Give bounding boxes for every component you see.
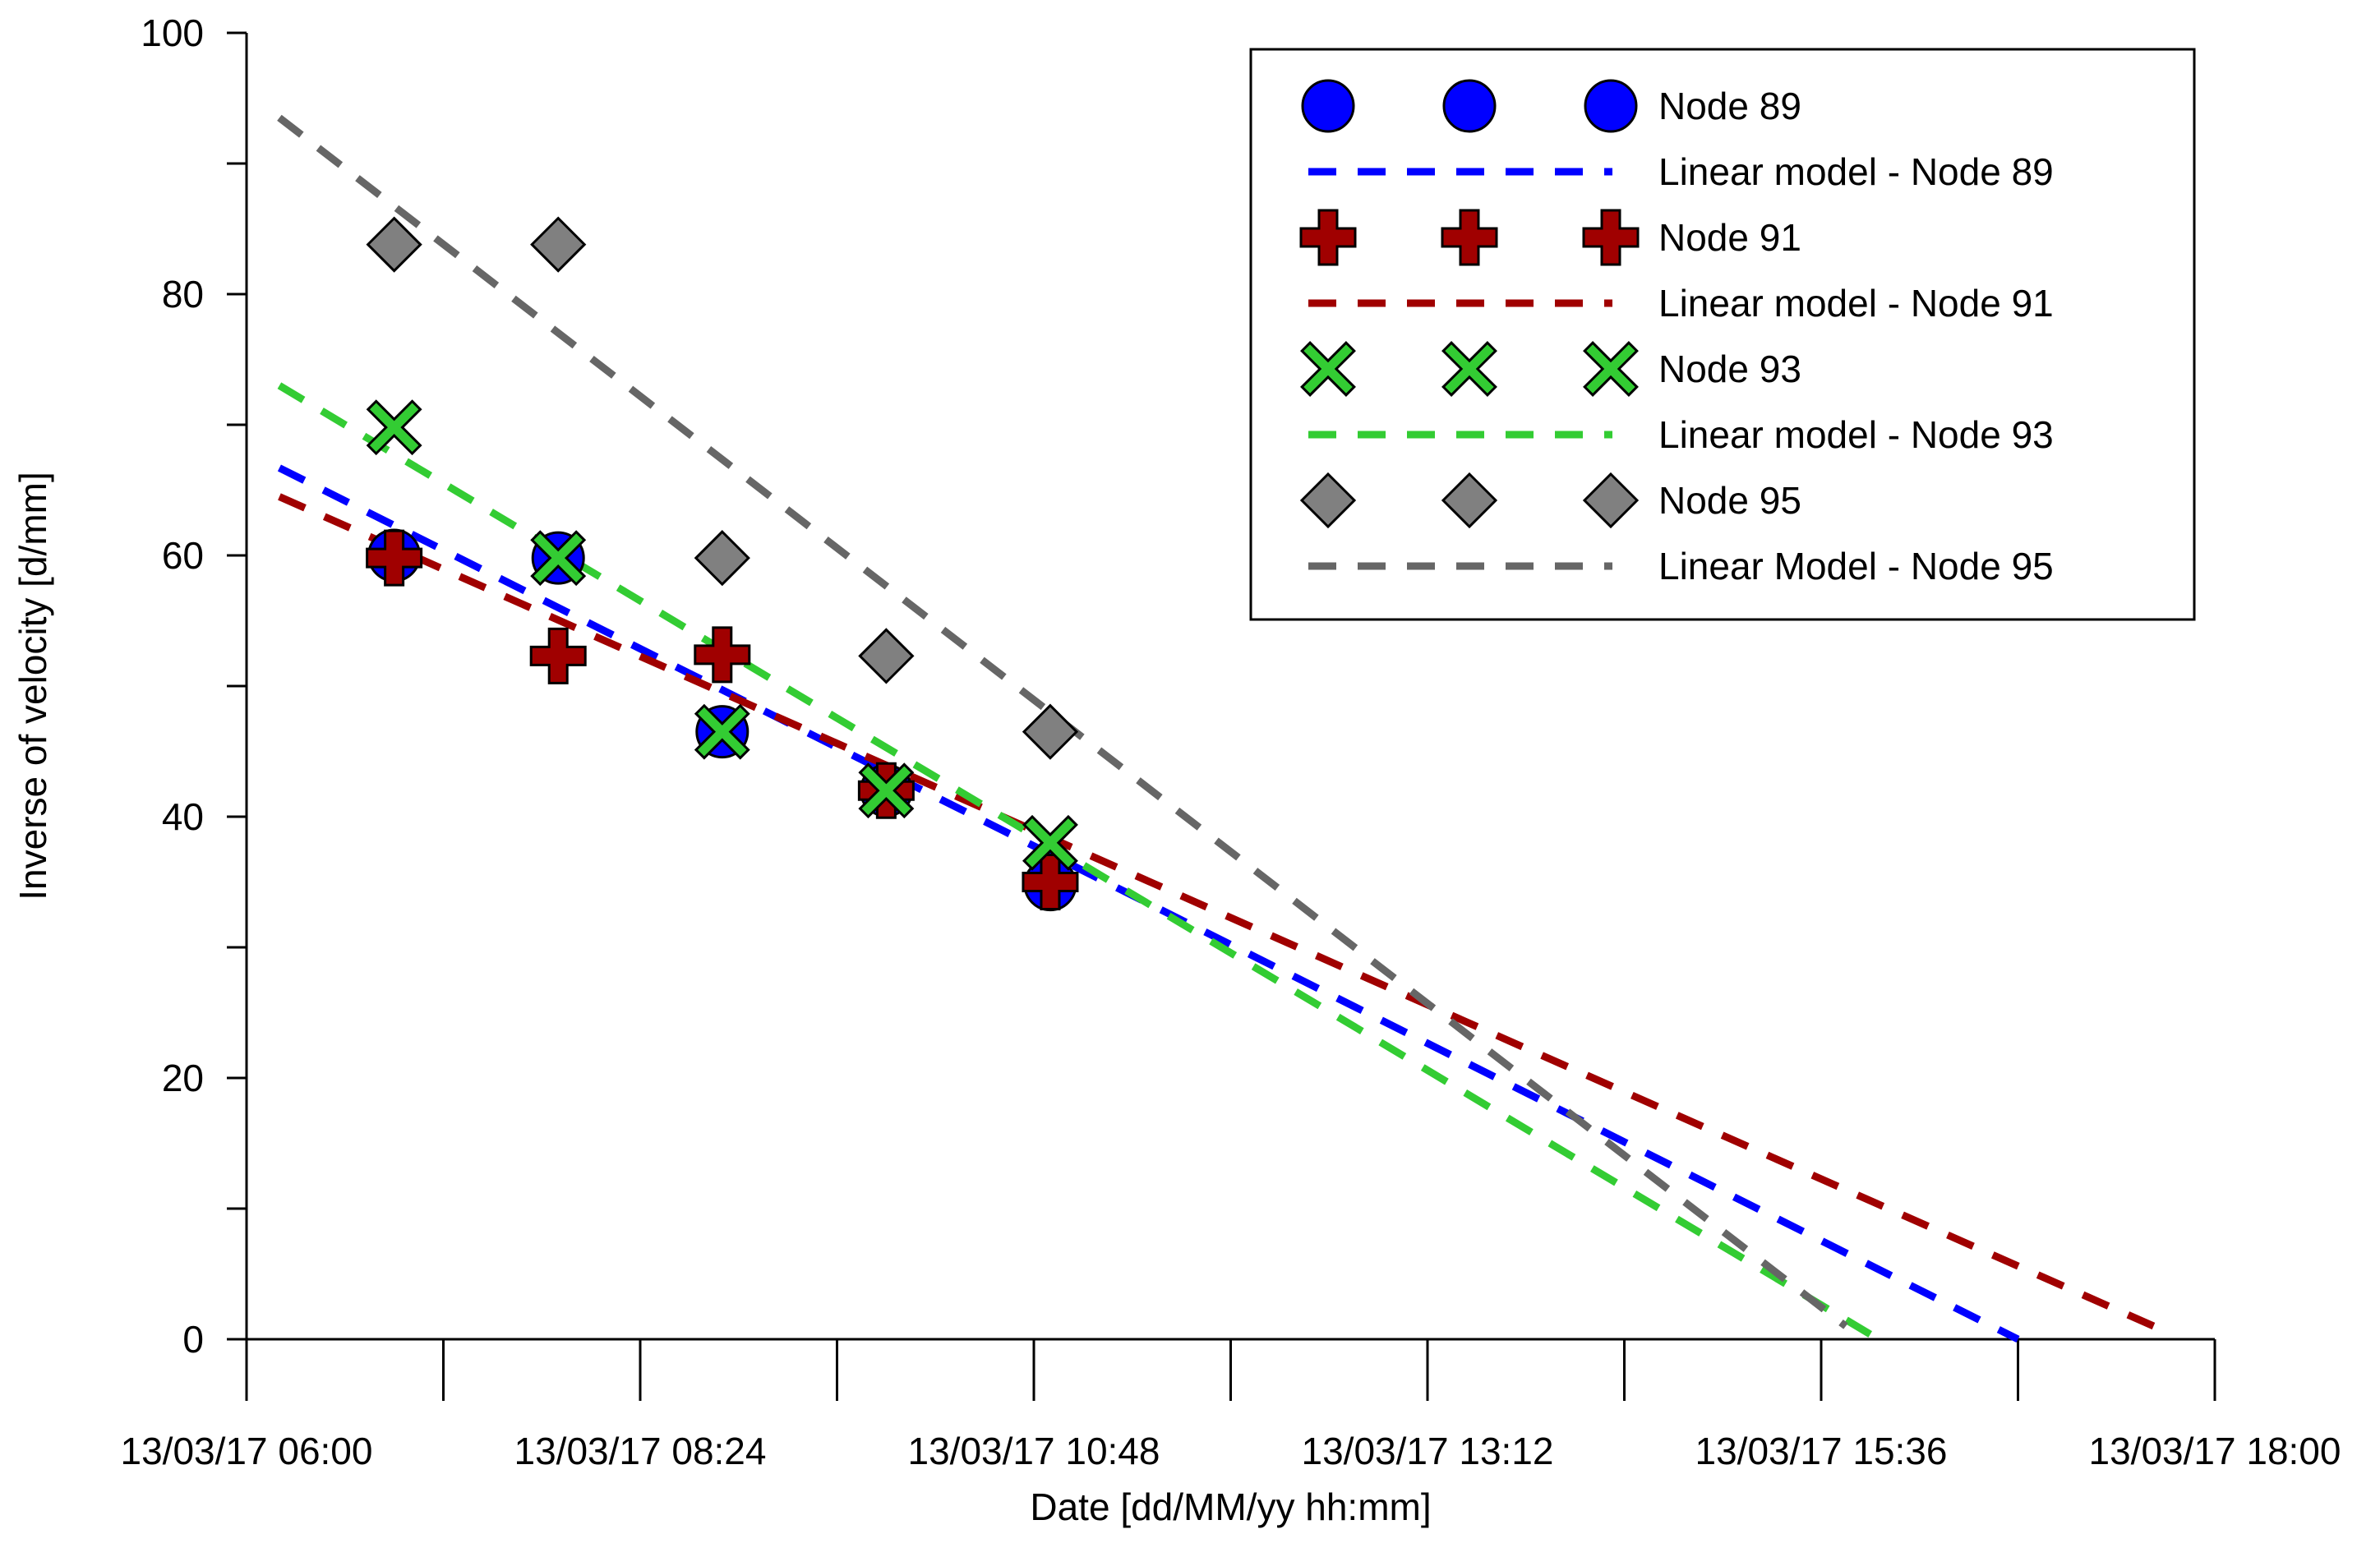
data-point-x [694,703,750,760]
legend-label: Node 95 [1658,479,1801,522]
x-marker-shape [694,703,750,760]
data-point-diamond [366,216,422,273]
x-marker-shape [1300,341,1356,397]
legend-marker-diamond [1582,472,1640,529]
legend-label: Linear Model - Node 95 [1658,545,2054,587]
legend-marker-circle [1301,79,1355,133]
legend-label: Node 91 [1658,216,1801,259]
legend-marker-circle [1584,79,1638,133]
data-point-plus [529,627,587,684]
x-tick-label: 13/03/17 13:12 [1302,1430,1554,1472]
legend-label: Node 89 [1658,85,1801,127]
legend-marker-plus [1441,209,1498,266]
y-tick-label: 40 [162,795,204,838]
x-marker-shape [530,530,587,587]
legend-label: Node 93 [1658,348,1801,390]
x-tick-label: 13/03/17 18:00 [2089,1430,2341,1472]
data-point-diamond [1022,703,1079,760]
axes: 0 20 40 60 80 100 13/03/17 06:00 13/03/17 08:24… [12,12,2341,1528]
legend-label: Linear model - Node 93 [1658,413,2054,456]
legend-box [1249,48,2196,621]
data-point-x [530,530,587,587]
legend-marker-diamond [1299,472,1357,529]
data-point-plus [366,529,423,587]
legend: Node 89 Linear model - Node 89 Node 91 Line… [1249,48,2196,621]
data-point-diamond [694,530,750,587]
data-point-x [366,399,422,456]
data-point-plus [694,626,751,684]
y-tick-label: 80 [162,273,204,316]
y-tick-label: 0 [182,1318,204,1361]
legend-marker-diamond [1441,472,1498,529]
y-axis-label: Inverse of velocity [d/mm] [12,472,54,900]
x-marker-shape [1583,341,1639,397]
data-point-plus [1022,854,1079,910]
legend-marker-x [1300,341,1356,397]
data-point-diamond [858,628,915,684]
x-tick-label: 13/03/17 10:48 [908,1430,1160,1472]
data-point-x [1022,814,1078,871]
x-marker-shape [1441,341,1497,397]
x-marker-shape [1022,814,1078,871]
data-point-x [858,762,915,819]
legend-marker-plus [1299,209,1357,266]
x-tick-label: 13/03/17 08:24 [514,1430,767,1472]
x-tick-label: 13/03/17 15:36 [1695,1430,1948,1472]
y-tick-label: 60 [162,534,204,577]
legend-label: Linear model - Node 91 [1658,282,2054,325]
data-markers [366,216,1079,912]
x-marker-shape [366,399,422,456]
y-tick-label: 20 [162,1057,204,1099]
data-point-diamond [530,216,587,273]
x-marker-shape [858,762,915,819]
legend-marker-plus [1582,209,1640,266]
x-tick-label: 13/03/17 06:00 [121,1430,373,1472]
legend-marker-circle [1442,79,1497,133]
legend-marker-x [1441,341,1497,397]
legend-label: Linear model - Node 89 [1658,150,2054,193]
legend-marker-x [1583,341,1639,397]
y-tick-label: 100 [141,12,204,54]
x-axis-label: Date [dd/MM/yy hh:mm] [1030,1485,1431,1528]
